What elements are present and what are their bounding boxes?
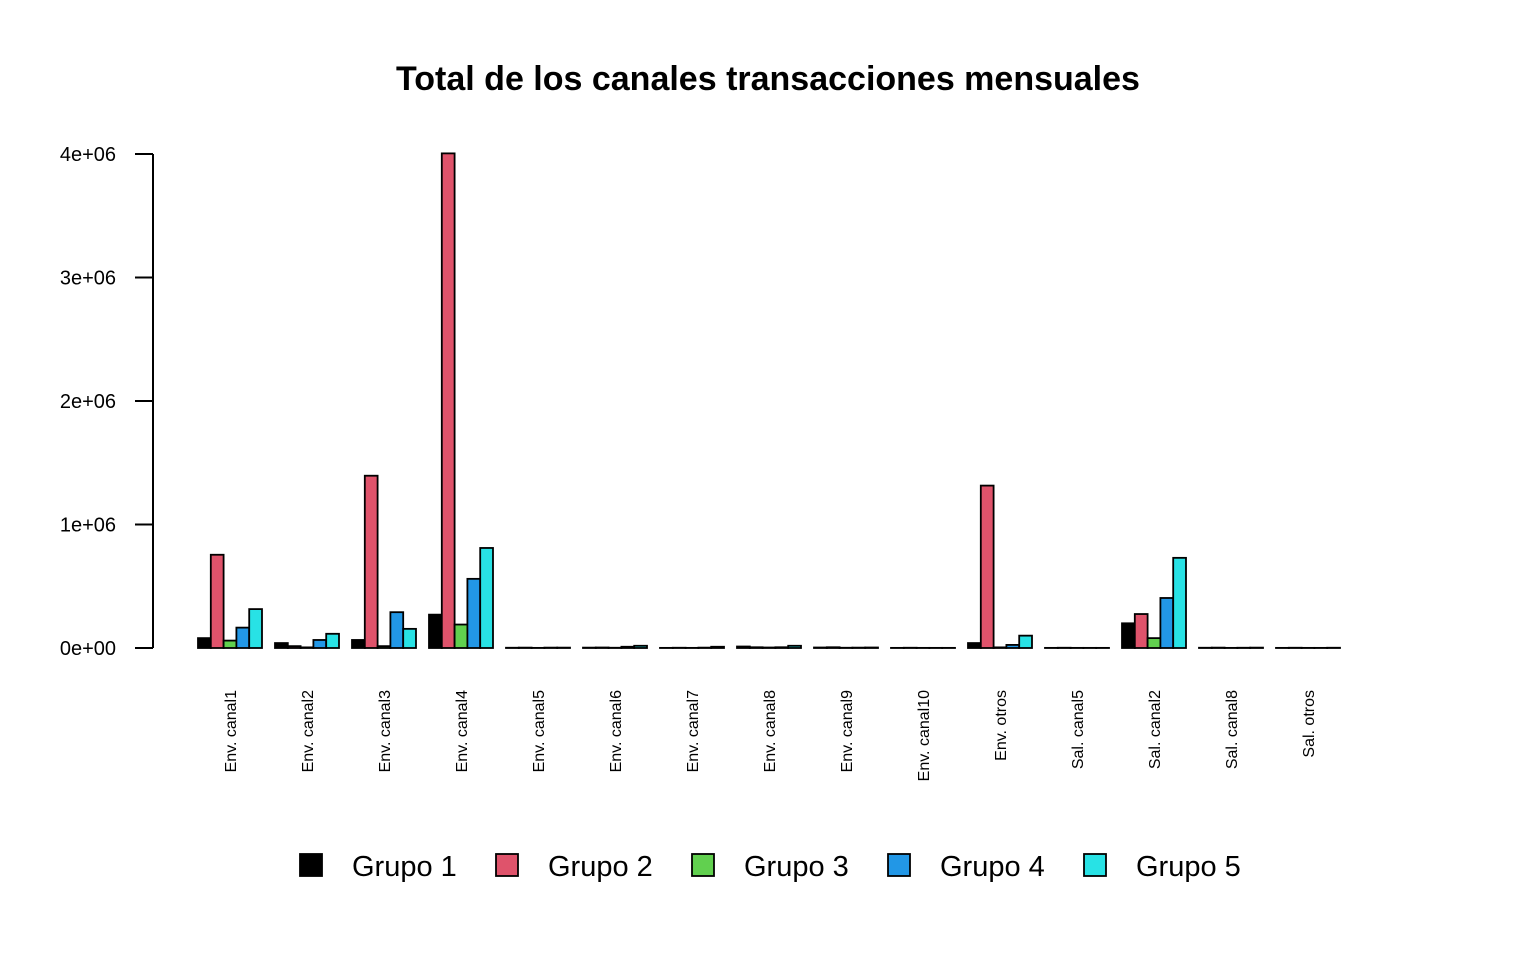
- bar-4-series-5: [479, 547, 494, 649]
- bar-1-series-5: [248, 608, 263, 649]
- bar-2-series-5: [325, 632, 340, 649]
- x-tick-label: Env. canal5: [531, 690, 548, 773]
- y-tick-label: 3e+06: [60, 268, 116, 290]
- bar-3-series-3: [376, 645, 392, 649]
- bar-4-series-2: [440, 152, 456, 649]
- bar-8-series-5: [787, 644, 802, 649]
- x-tick-label: Env. canal10: [916, 690, 933, 781]
- x-tick-label: Env. otros: [993, 690, 1010, 761]
- bar-13-series-2: [1133, 613, 1149, 649]
- chart-title: Total de los canales transacciones mensu…: [396, 60, 1140, 98]
- x-tick-label: Env. canal1: [223, 690, 240, 773]
- bar-8-series-4: [774, 646, 790, 649]
- bar-13-series-5: [1172, 556, 1187, 649]
- legend-swatch: [299, 853, 323, 877]
- bar-4-series-4: [466, 577, 482, 649]
- bar-11-series-5: [1018, 634, 1033, 649]
- bar-3-series-4: [389, 611, 405, 649]
- bar-3-series-5: [402, 627, 417, 649]
- bar-2-series-2: [286, 645, 302, 649]
- legend-swatch: [887, 853, 911, 877]
- bar-11-series-1: [967, 642, 982, 649]
- x-tick-label: Env. canal7: [685, 690, 702, 773]
- bar-9-series-2: [825, 646, 841, 649]
- x-tick-label: Env. canal3: [377, 690, 394, 773]
- bar-11-series-4: [1005, 644, 1021, 649]
- bar-6-series-5: [633, 644, 648, 649]
- bar-1-series-2: [209, 553, 225, 649]
- bar-13-series-1: [1121, 622, 1136, 649]
- legend-label: Grupo 4: [940, 851, 1045, 883]
- legend-swatch: [495, 853, 519, 877]
- bar-2-series-4: [312, 639, 328, 649]
- legend-label: Grupo 5: [1136, 851, 1241, 883]
- bar-1-series-3: [222, 639, 238, 649]
- y-tick-label: 1e+06: [60, 515, 116, 537]
- bar-2-series-1: [274, 642, 289, 649]
- bar-7-series-5: [710, 645, 725, 649]
- bar-1-series-4: [235, 626, 251, 649]
- x-tick-label: Env. canal8: [762, 690, 779, 773]
- x-tick-label: Sal. canal5: [1070, 690, 1087, 769]
- bar-13-series-4: [1159, 597, 1175, 649]
- legend-swatch: [1083, 853, 1107, 877]
- bar-8-series-2: [748, 646, 764, 649]
- bar-2-series-3: [299, 646, 315, 649]
- bar-8-series-1: [736, 645, 751, 649]
- x-axis-labels: Env. canal1 Env. canal2 Env. canal3 Env. ca…: [223, 690, 1318, 781]
- x-tick-label: Sal. canal2: [1147, 690, 1164, 769]
- bar-6-series-4: [620, 645, 636, 649]
- x-tick-label: Sal. otros: [1301, 690, 1318, 758]
- bar-4-series-3: [453, 623, 469, 649]
- y-axis: 0e+00 1e+06 2e+06 3e+06 4e+06: [60, 144, 154, 660]
- bar-1-series-1: [197, 637, 212, 649]
- x-tick-label: Env. canal6: [608, 690, 625, 773]
- bar-4-series-1: [428, 613, 443, 649]
- x-tick-label: Env. canal2: [300, 690, 317, 773]
- legend-label: Grupo 2: [548, 851, 653, 883]
- legend-swatch: [691, 853, 715, 877]
- bar-13-series-3: [1146, 637, 1162, 649]
- bar-3-series-1: [351, 639, 366, 649]
- legend-label: Grupo 3: [744, 851, 849, 883]
- y-tick-label: 4e+06: [60, 144, 116, 166]
- y-tick-label: 0e+00: [60, 638, 116, 660]
- legend: Grupo 1 Grupo 2 Grupo 3 Grupo 4 Grupo 5: [299, 851, 1241, 883]
- y-tick-label: 2e+06: [60, 391, 116, 413]
- bar-11-series-3: [992, 646, 1008, 649]
- x-tick-label: Env. canal4: [454, 690, 471, 773]
- bar-11-series-2: [979, 484, 995, 649]
- bars: [197, 152, 1341, 649]
- bar-3-series-2: [363, 474, 379, 649]
- legend-label: Grupo 1: [352, 851, 457, 883]
- x-tick-label: Sal. canal8: [1224, 690, 1241, 769]
- x-tick-label: Env. canal9: [839, 690, 856, 773]
